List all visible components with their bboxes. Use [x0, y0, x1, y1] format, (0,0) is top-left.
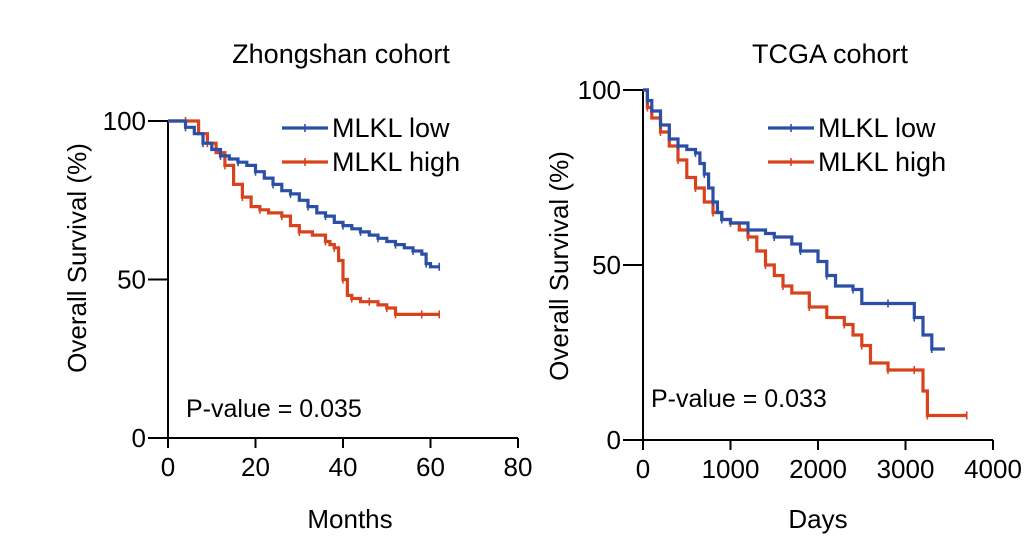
y-tick-label: 100 — [578, 75, 621, 105]
y-tick-label: 50 — [117, 265, 146, 295]
x-tick-label: 4000 — [964, 454, 1022, 484]
series-mlkl-low — [168, 119, 441, 271]
legend-label: MLKL high — [332, 147, 460, 177]
x-axis-label: Months — [307, 504, 392, 534]
chart-title: TCGA cohort — [752, 39, 909, 69]
x-tick-label: 2000 — [789, 454, 847, 484]
legend-entry: MLKL high — [282, 147, 460, 177]
y-tick-label: 100 — [103, 106, 146, 136]
y-tick-label: 0 — [132, 423, 146, 453]
x-tick-label: 80 — [504, 452, 533, 482]
x-tick-label: 60 — [416, 452, 445, 482]
y-tick-label: 50 — [592, 250, 621, 280]
legend-entry: MLKL low — [282, 113, 450, 143]
survival-curve — [168, 119, 440, 269]
series-mlkl-high — [643, 88, 968, 420]
x-tick-label: 40 — [329, 452, 358, 482]
x-tick-label: 3000 — [877, 454, 935, 484]
y-axis-label: Overall Survival (%) — [62, 143, 92, 373]
x-tick-label: 1000 — [702, 454, 760, 484]
survival-curve — [643, 88, 967, 418]
x-tick-label: 20 — [241, 452, 270, 482]
x-tick-label: 0 — [161, 452, 175, 482]
y-tick-label: 0 — [607, 425, 621, 455]
p-value-annotation: P-value = 0.035 — [186, 395, 362, 423]
y-axis-label: Overall Survival (%) — [544, 151, 574, 381]
legend-label: MLKL high — [818, 147, 946, 177]
survival-curve — [168, 119, 440, 316]
p-value-annotation: P-value = 0.033 — [651, 385, 827, 413]
legend-label: MLKL low — [332, 113, 450, 143]
series-mlkl-low — [643, 88, 945, 353]
legend-label: MLKL low — [818, 113, 936, 143]
legend-entry: MLKL high — [768, 147, 946, 177]
legend-entry: MLKL low — [768, 113, 936, 143]
chart-1: Zhongshan cohort 0 50 100 0 20 40 60 80 Months Ove… — [62, 39, 532, 534]
x-tick-label: 0 — [636, 454, 650, 484]
chart-title: Zhongshan cohort — [232, 39, 450, 69]
x-axis-label: Days — [788, 504, 847, 534]
